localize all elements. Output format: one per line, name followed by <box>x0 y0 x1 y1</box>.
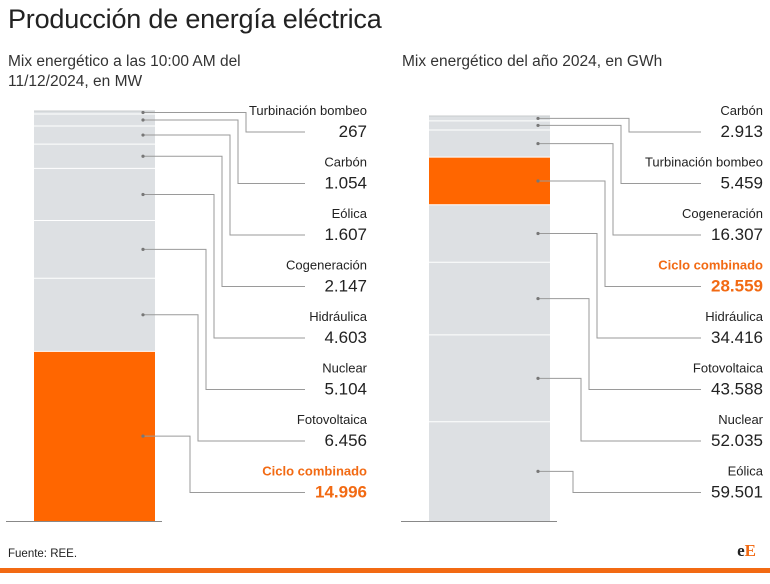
segment-label: Nuclear <box>322 361 367 376</box>
bar-segment-6 <box>429 262 550 335</box>
leader-line <box>143 248 305 390</box>
segment-label: Ciclo combinado <box>262 464 367 479</box>
leader-dot <box>141 192 145 197</box>
right-chart-subtitle: Mix energético del año 2024, en GWh <box>402 53 663 70</box>
leader-dot <box>141 313 145 317</box>
bar-segment-2 <box>34 114 155 126</box>
segment-value: 1.054 <box>324 174 367 193</box>
segment-value: 43.588 <box>711 380 763 399</box>
segment-label: Eólica <box>728 464 764 479</box>
segment-value: 4.603 <box>324 328 367 347</box>
leader-dot <box>536 123 540 128</box>
leader-line <box>538 117 701 133</box>
source-note: Fuente: REE. <box>8 548 78 560</box>
segment-value: 34.416 <box>711 328 763 347</box>
leader-line <box>538 124 701 184</box>
leader-line <box>538 180 701 287</box>
segment-label: Carbón <box>720 103 763 118</box>
segment-label: Hidráulica <box>705 309 764 324</box>
segment-value: 14.996 <box>315 483 367 502</box>
segment-value: 16.307 <box>711 225 763 244</box>
leader-dot <box>536 469 540 473</box>
segment-value: 5.104 <box>324 380 367 399</box>
leader-line <box>538 298 701 390</box>
bar-segment-5 <box>34 168 155 221</box>
bar-segment-7 <box>34 278 155 352</box>
leader-line <box>143 435 305 493</box>
segment-label: Fotovoltaica <box>693 361 764 376</box>
segment-value: 267 <box>339 122 367 141</box>
segment-label: Turbinación bombeo <box>645 155 763 170</box>
segment-value: 2.147 <box>324 277 367 296</box>
bar-segment-4 <box>429 157 550 205</box>
leader-dot <box>141 434 145 438</box>
leader-line <box>538 470 701 493</box>
leader-line <box>538 233 701 339</box>
bar-segment-8 <box>34 351 155 521</box>
leader-dot <box>536 231 540 236</box>
bar-segment-3 <box>429 129 550 158</box>
leader-line <box>143 134 305 236</box>
segment-label: Carbón <box>324 155 367 170</box>
left-chart-subtitle: Mix energético a las 10:00 AM del 11/12/… <box>8 53 241 90</box>
leader-line <box>143 314 305 442</box>
leader-line <box>143 112 305 133</box>
segment-value: 5.459 <box>720 174 763 193</box>
leader-line <box>143 155 305 287</box>
leader-dot <box>536 116 540 121</box>
bar-segment-1 <box>429 116 550 121</box>
leader-line <box>143 119 305 184</box>
leader-dot <box>536 179 540 183</box>
leader-line <box>143 193 305 339</box>
segment-value: 52.035 <box>711 431 763 450</box>
leader-line <box>538 143 701 236</box>
segment-value: 6.456 <box>324 431 367 450</box>
bar-segment-2 <box>429 120 550 130</box>
leader-dot <box>141 154 145 158</box>
bar-segment-7 <box>429 334 550 422</box>
leader-dot <box>141 247 145 251</box>
segment-label: Ciclo combinado <box>658 258 763 273</box>
leader-dot <box>141 110 145 115</box>
segment-value: 28.559 <box>711 277 763 296</box>
segment-value: 1.607 <box>324 225 367 244</box>
segment-label: Cogeneración <box>286 258 367 273</box>
bar-segment-3 <box>34 125 155 145</box>
segment-label: Turbinación bombeo <box>249 103 367 118</box>
leader-dot <box>536 296 540 301</box>
segment-label: Fotovoltaica <box>297 412 368 427</box>
leader-dot <box>536 376 540 380</box>
leader-line <box>538 377 701 442</box>
leader-dot <box>141 133 145 137</box>
segment-label: Cogeneración <box>682 206 763 221</box>
segment-value: 59.501 <box>711 483 763 502</box>
bar-segment-4 <box>34 144 155 169</box>
chart-2: Carbón 2.913 Turbinación bombeo 5.459 Cogene… <box>401 103 764 522</box>
publisher-logo: eE <box>737 541 756 560</box>
page-title: Producción de energía eléctrica <box>8 4 382 34</box>
segment-label: Nuclear <box>718 412 763 427</box>
bar-segment-6 <box>34 220 155 279</box>
segment-label: Eólica <box>332 206 368 221</box>
leader-dot <box>141 118 145 122</box>
segment-value: 2.913 <box>720 122 763 141</box>
bar-segment-8 <box>429 421 550 521</box>
footer-accent-bar <box>0 568 770 573</box>
bar-segment-5 <box>429 204 550 263</box>
bar-segment-1 <box>34 111 155 115</box>
chart-1: Turbinación bombeo 267 Carbón 1.054 Eólica 1.… <box>6 103 368 522</box>
segment-label: Hidráulica <box>309 309 368 324</box>
leader-dot <box>536 141 540 146</box>
